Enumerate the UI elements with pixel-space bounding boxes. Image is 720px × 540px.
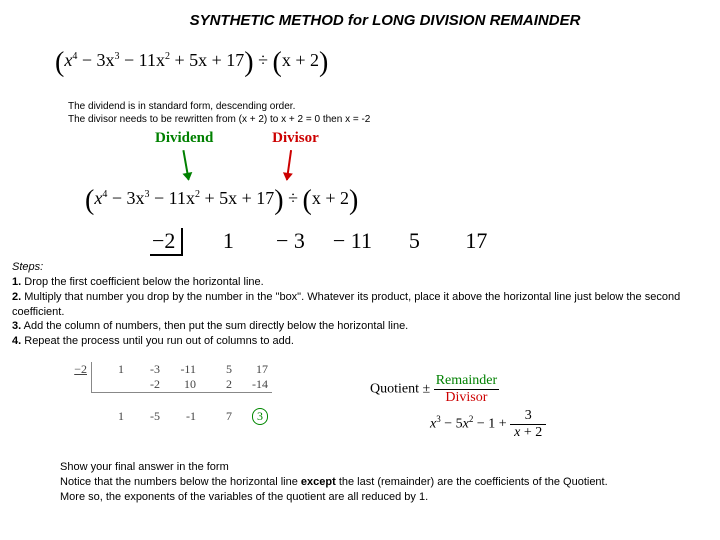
synthetic-box: −2 <box>150 228 183 256</box>
bottom-explanation: Show your final answer in the form Notic… <box>60 460 608 505</box>
quotient-remainder-formula: Quotient ± RemainderDivisor <box>370 373 499 406</box>
dividend-equation-labeled: (x4 − 3x3 − 11x2 + 5x + 17) ÷ (x + 2) <box>85 188 358 210</box>
divisor-label: Divisor <box>272 130 319 146</box>
divisor-arrow-icon <box>286 150 292 180</box>
steps-list: Steps: 1. Drop the first coefficient bel… <box>12 260 695 349</box>
dividend-arrow-icon <box>182 150 189 180</box>
synthetic-division-setup: −21− 3− 11517 <box>150 228 507 256</box>
dividend-equation-top: (x4 − 3x3 − 11x2 + 5x + 17) ÷ (x + 2) <box>55 50 328 72</box>
page-title: SYNTHETIC METHOD for LONG DIVISION REMAI… <box>0 0 720 29</box>
dividend-divisor-labels: Dividend Divisor <box>155 130 319 147</box>
result-expression: x3 − 5x2 − 1 + 3x + 2 <box>430 408 546 441</box>
dividend-label: Dividend <box>155 130 213 146</box>
worked-synthetic-table: −2 1-3-11517 -2102-14 1-5-173 <box>55 362 272 425</box>
explanation-note: The dividend is in standard form, descen… <box>68 100 370 126</box>
